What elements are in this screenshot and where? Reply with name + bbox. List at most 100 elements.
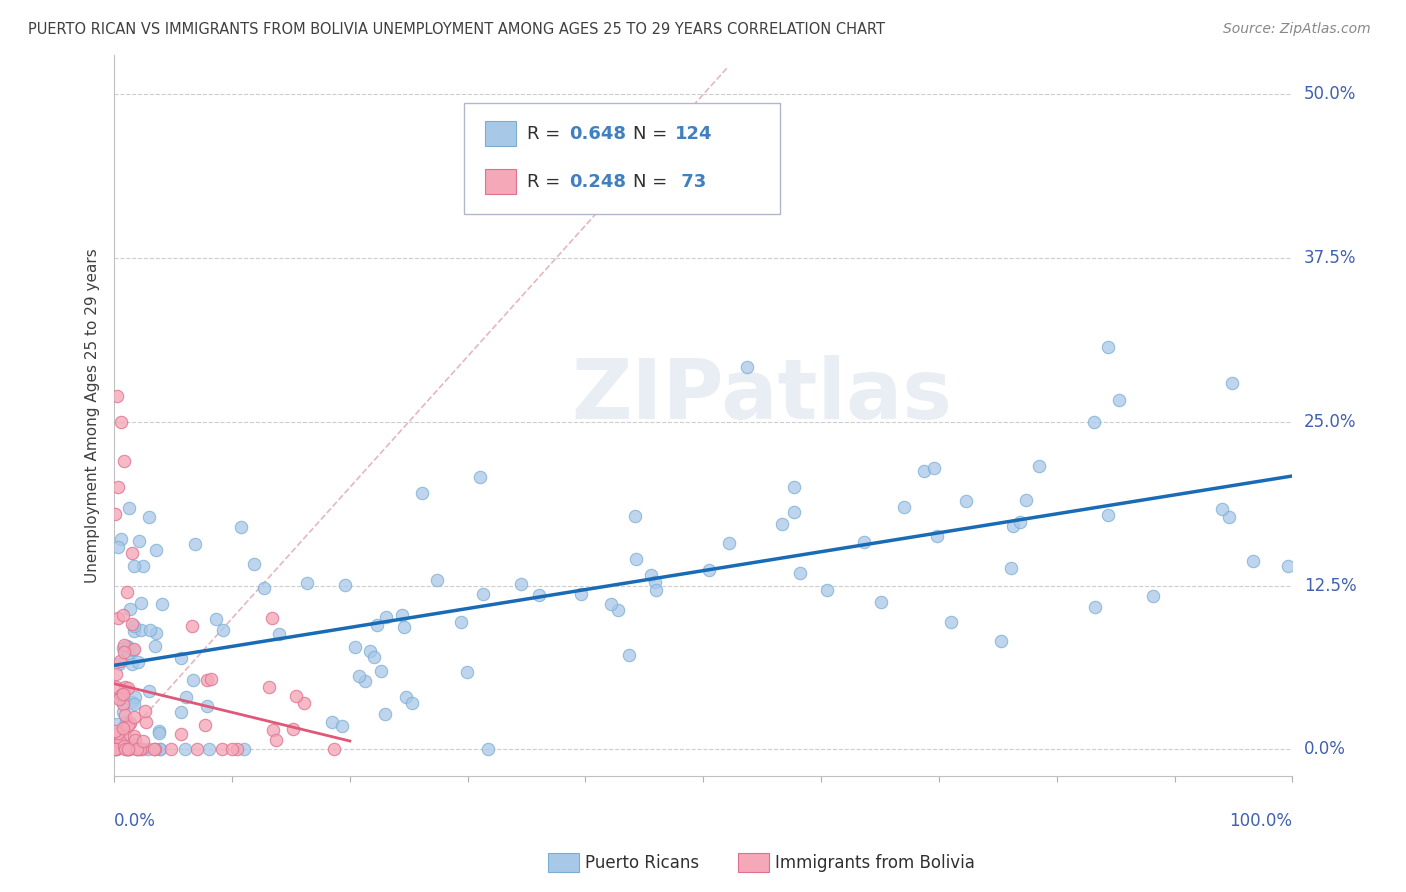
Point [181, 673, 204, 687]
Text: 73: 73 [675, 173, 706, 191]
Text: 124: 124 [675, 125, 713, 143]
Point [122, 642, 145, 657]
Point [1083, 416, 1105, 430]
Point [477, 742, 499, 756]
Point [1142, 589, 1164, 603]
Point [180, 619, 202, 633]
Point [330, 719, 353, 733]
Point [1097, 340, 1119, 354]
Point [770, 516, 793, 531]
Point [110, 738, 132, 752]
Point [112, 739, 135, 753]
Text: 0.0%: 0.0% [1305, 740, 1346, 758]
Text: ZIPatlas: ZIPatlas [572, 355, 953, 436]
Point [321, 714, 343, 729]
Point [198, 742, 221, 756]
Point [143, 742, 166, 756]
Point [115, 742, 138, 756]
Point [624, 509, 647, 524]
Point [105, 389, 128, 403]
Point [606, 602, 628, 616]
Point [174, 690, 197, 704]
Point [110, 688, 132, 702]
Text: 25.0%: 25.0% [1305, 413, 1357, 431]
Point [138, 509, 160, 524]
Point [939, 615, 962, 629]
Point [122, 642, 145, 657]
Text: 37.5%: 37.5% [1305, 249, 1357, 268]
Point [735, 359, 758, 374]
Point [110, 692, 132, 706]
Point [114, 707, 136, 722]
Point [260, 611, 283, 625]
Point [644, 582, 666, 597]
Point [149, 742, 172, 756]
Point [122, 710, 145, 724]
Point [211, 623, 233, 637]
Point [1000, 560, 1022, 574]
Point [783, 505, 806, 519]
Point [955, 494, 977, 508]
Point [1108, 393, 1130, 408]
Point [124, 697, 146, 711]
Point [127, 742, 149, 756]
Point [170, 727, 193, 741]
Point [111, 607, 134, 622]
Point [174, 742, 197, 756]
Point [108, 735, 131, 749]
Point [150, 598, 173, 612]
Point [108, 654, 131, 668]
Point [468, 469, 491, 483]
Text: 50.0%: 50.0% [1305, 86, 1357, 103]
Point [138, 684, 160, 698]
Point [640, 568, 662, 582]
Point [129, 742, 152, 756]
Point [111, 722, 134, 736]
Point [184, 537, 207, 551]
Point [912, 463, 935, 477]
Point [143, 639, 166, 653]
Point [450, 615, 472, 629]
Point [226, 742, 249, 756]
Point [195, 673, 218, 687]
Point [253, 581, 276, 595]
Point [122, 737, 145, 751]
Point [600, 597, 623, 611]
Point [815, 582, 838, 597]
Point [107, 726, 129, 740]
Point [1277, 559, 1299, 574]
Point [262, 723, 284, 738]
Point [105, 742, 128, 756]
Point [112, 645, 135, 659]
Point [135, 715, 157, 730]
Point [370, 664, 392, 678]
Point [195, 698, 218, 713]
Point [391, 607, 413, 622]
Point [782, 479, 804, 493]
Point [426, 573, 449, 587]
Point [170, 651, 193, 665]
Point [105, 717, 128, 731]
Point [870, 595, 893, 609]
Point [122, 558, 145, 573]
Point [127, 742, 149, 756]
Point [118, 500, 141, 515]
Point [149, 742, 172, 756]
Point [117, 718, 139, 732]
Point [104, 742, 127, 756]
Point [1220, 376, 1243, 391]
Point [335, 578, 357, 592]
Point [354, 673, 377, 688]
Point [117, 646, 139, 660]
Point [619, 648, 641, 662]
Point [853, 535, 876, 549]
Point [114, 680, 136, 694]
Point [129, 623, 152, 637]
Text: Immigrants from Bolivia: Immigrants from Bolivia [775, 854, 974, 871]
Text: N =: N = [633, 125, 672, 143]
Point [1015, 492, 1038, 507]
Point [200, 672, 222, 686]
Point [789, 566, 811, 580]
Point [118, 715, 141, 730]
Point [349, 669, 371, 683]
